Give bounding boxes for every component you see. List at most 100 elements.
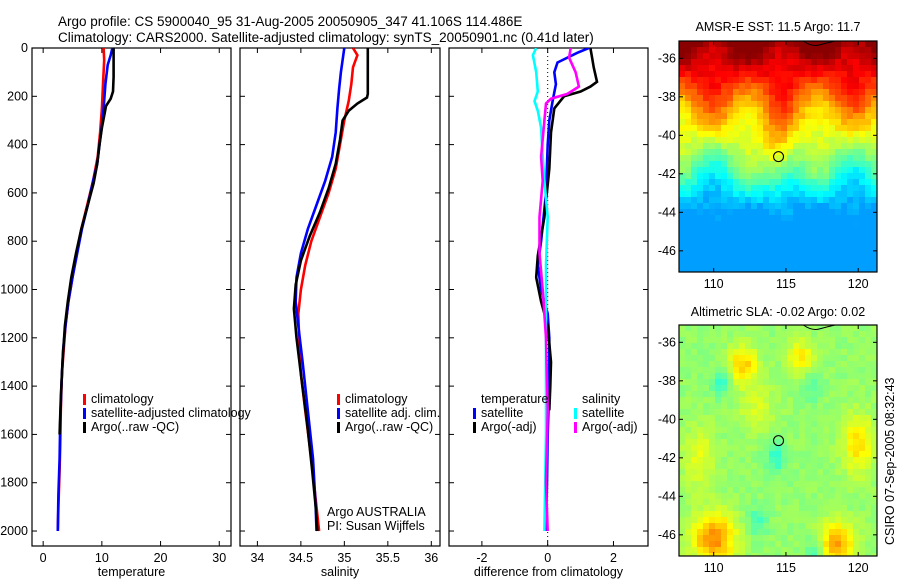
legend-label: climatology: [345, 392, 408, 406]
legend-swatch: [574, 408, 577, 419]
coastline-contour: [803, 324, 836, 330]
panel-salinity: 34 34.5 35 35.5 36 salinity: [239, 47, 441, 579]
legend-label: satellite: [582, 406, 624, 420]
y-tick-label: 600: [7, 186, 28, 200]
legend-swatch: [473, 422, 476, 433]
series-line-argo-raw-qc-: [58, 48, 115, 435]
map-frame: [678, 324, 878, 557]
x-tick-label: 115: [776, 277, 796, 291]
figure-title-line-1: Argo profile: CS 5900040_95 31-Aug-2005 …: [58, 14, 523, 29]
legend-swatch: [83, 422, 86, 433]
y-tick-label: -44: [658, 205, 676, 219]
y-tick-label: -36: [658, 335, 676, 349]
x-tick-label: 36: [424, 551, 438, 565]
legend-swatch: [83, 408, 86, 419]
x-tick-label: 0: [544, 551, 551, 565]
series-group: [56, 48, 115, 532]
y-tick-label: 1000: [0, 283, 28, 297]
y-tick-label: 1200: [0, 331, 28, 345]
series-group: [292, 48, 370, 532]
x-tick-label: 110: [704, 561, 724, 575]
legend-label: satellite adj. clim.: [345, 406, 440, 420]
y-tick-label: -46: [658, 528, 676, 542]
annotation-argo-australia: Argo AUSTRALIA: [327, 505, 426, 519]
legend-label: Argo(-adj): [582, 420, 638, 434]
coastline-contour: [803, 40, 836, 46]
y-tick-label: 400: [7, 138, 28, 152]
legend-swatch: [83, 394, 86, 405]
legend-group-title: temperature: [481, 392, 548, 406]
series-line-satellite-adj-clim-: [294, 48, 346, 532]
annotation-argo-australia: PI: Susan Wijffels: [327, 519, 425, 533]
legend-label: satellite: [481, 406, 523, 420]
x-tick-label: 120: [848, 561, 869, 575]
x-tick-label: 30: [212, 551, 226, 565]
y-tick-label: -46: [658, 244, 676, 258]
legend-label: Argo(-adj): [481, 420, 537, 434]
x-tick-label: 35: [337, 551, 351, 565]
axes-frame-salinity: [239, 47, 441, 547]
y-tick-label: 200: [7, 89, 28, 103]
x-axis-label-temperature: temperature: [98, 565, 165, 579]
legend-swatch: [473, 408, 476, 419]
y-tick-label: 1800: [0, 476, 28, 490]
argo-float-marker: [772, 435, 785, 447]
x-tick-label: 10: [95, 551, 109, 565]
x-tick-label: 0: [40, 551, 47, 565]
map-title-sla_map: Altimetric SLA: -0.02 Argo: 0.02: [691, 305, 865, 319]
timestamp-stamp: CSIRO 07-Sep-2005 08:32:43: [883, 377, 897, 545]
legend-swatch: [337, 408, 340, 419]
x-tick-label: -2: [476, 551, 487, 565]
y-tick-label: 1600: [0, 427, 28, 441]
y-tick-label: -38: [658, 374, 676, 388]
x-tick-label: 120: [848, 277, 869, 291]
x-tick-label: 110: [704, 277, 724, 291]
y-tick-label: -38: [658, 90, 676, 104]
map-sst_map: 110 115 120 -36 -38 -40 -42 -44 -46 AMSR-E SST: 1…: [658, 20, 878, 291]
legend-swatch: [337, 422, 340, 433]
x-axis-label-salinity: salinity: [321, 565, 360, 579]
series-line-salinity-argo-adj-: [538, 48, 581, 532]
map-cells: [679, 41, 878, 273]
y-tick-label: 0: [21, 41, 28, 55]
x-tick-label: 34: [250, 551, 264, 565]
figure-title-line-2: Climatology: CARS2000. Satellite-adjuste…: [58, 30, 594, 45]
map-title-sst_map: AMSR-E SST: 11.5 Argo: 11.7: [696, 20, 861, 34]
map-cells: [679, 325, 878, 557]
y-tick-label: -42: [658, 451, 676, 465]
y-tick-label: 1400: [0, 379, 28, 393]
axes-frame-temperature: [31, 47, 232, 547]
y-tick-label: -40: [658, 128, 676, 142]
x-tick-label: 20: [154, 551, 168, 565]
legend-swatch: [574, 422, 577, 433]
x-tick-label: 34.5: [289, 551, 313, 565]
x-tick-label: 115: [776, 561, 796, 575]
y-tick-label: -40: [658, 412, 676, 426]
series-line-temperature-argo-adj-: [534, 48, 599, 411]
legend-swatch: [337, 394, 340, 405]
legend-label: Argo(..raw -QC): [91, 420, 179, 434]
legend-label: climatology: [91, 392, 154, 406]
legend-group-title: salinity: [582, 392, 621, 406]
x-axis-label-difference: difference from climatology: [474, 565, 624, 579]
series-line-salinity-satellite: [531, 48, 550, 532]
y-tick-label: -42: [658, 167, 676, 181]
legend-label: satellite-adjusted climatology: [91, 406, 252, 420]
map-sla_map: 110 115 120 -36 -38 -40 -42 -44 -46 Altimetric SL…: [658, 305, 878, 575]
series-line-argo-raw-qc-: [292, 48, 370, 532]
y-tick-label: 800: [7, 234, 28, 248]
y-tick-label: -44: [658, 489, 676, 503]
y-tick-label: -36: [658, 51, 676, 65]
legend-label: Argo(..raw -QC): [345, 420, 433, 434]
map-frame: [678, 40, 878, 273]
argo-float-marker: [772, 151, 785, 163]
x-tick-label: 2: [610, 551, 617, 565]
series-group: [531, 48, 599, 532]
y-tick-label: 2000: [0, 524, 28, 538]
